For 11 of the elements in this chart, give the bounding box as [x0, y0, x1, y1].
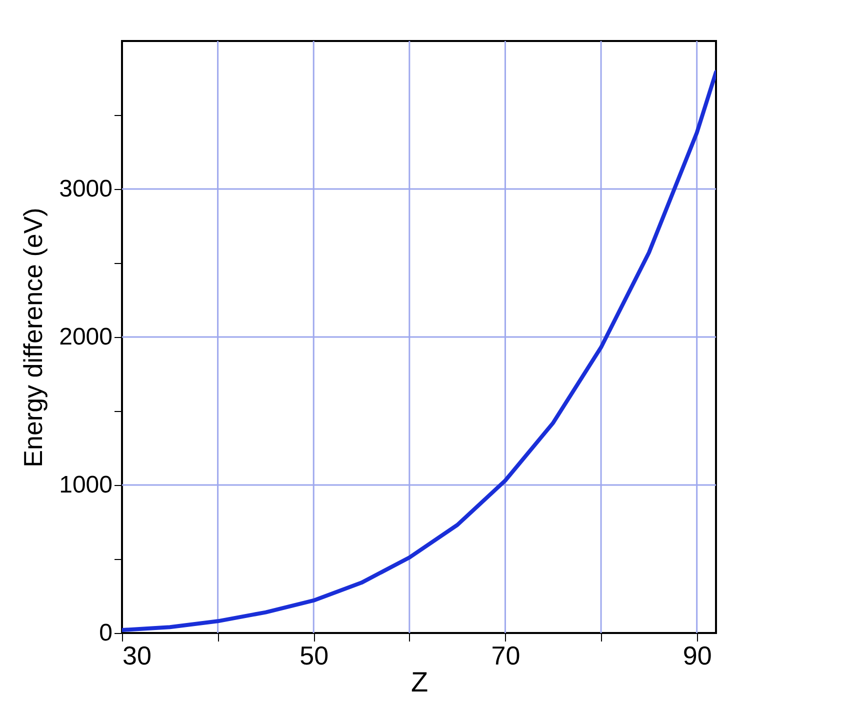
x-tick-label: 90 [682, 640, 712, 670]
y-tick-label: 2000 [59, 324, 112, 350]
x-tick-label: 30 [122, 640, 152, 670]
x-axis-title: Z [410, 666, 428, 698]
y-tick-label: 0 [99, 620, 112, 646]
x-tick-label: 50 [300, 640, 329, 670]
line-series [122, 70, 716, 632]
y-axis-title: Energy difference (eV) [18, 208, 48, 468]
x-tick-label: 70 [491, 640, 520, 670]
y-tick-label: 3000 [59, 176, 112, 202]
y-tick-label: 1000 [59, 472, 112, 498]
